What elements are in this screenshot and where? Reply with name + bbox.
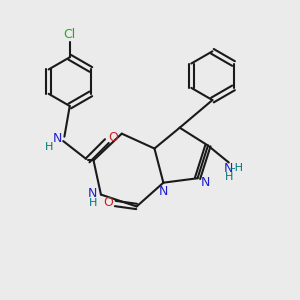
Text: N: N <box>224 162 233 175</box>
Text: H: H <box>45 142 54 152</box>
Text: N: N <box>52 132 62 145</box>
Text: H: H <box>225 172 233 182</box>
Text: O: O <box>104 196 114 208</box>
Text: N: N <box>201 176 210 189</box>
Text: N: N <box>88 187 97 200</box>
Text: H: H <box>88 198 97 208</box>
Text: Cl: Cl <box>64 28 76 40</box>
Text: N: N <box>159 184 168 197</box>
Text: O: O <box>109 131 118 144</box>
Text: –H: –H <box>230 163 244 173</box>
